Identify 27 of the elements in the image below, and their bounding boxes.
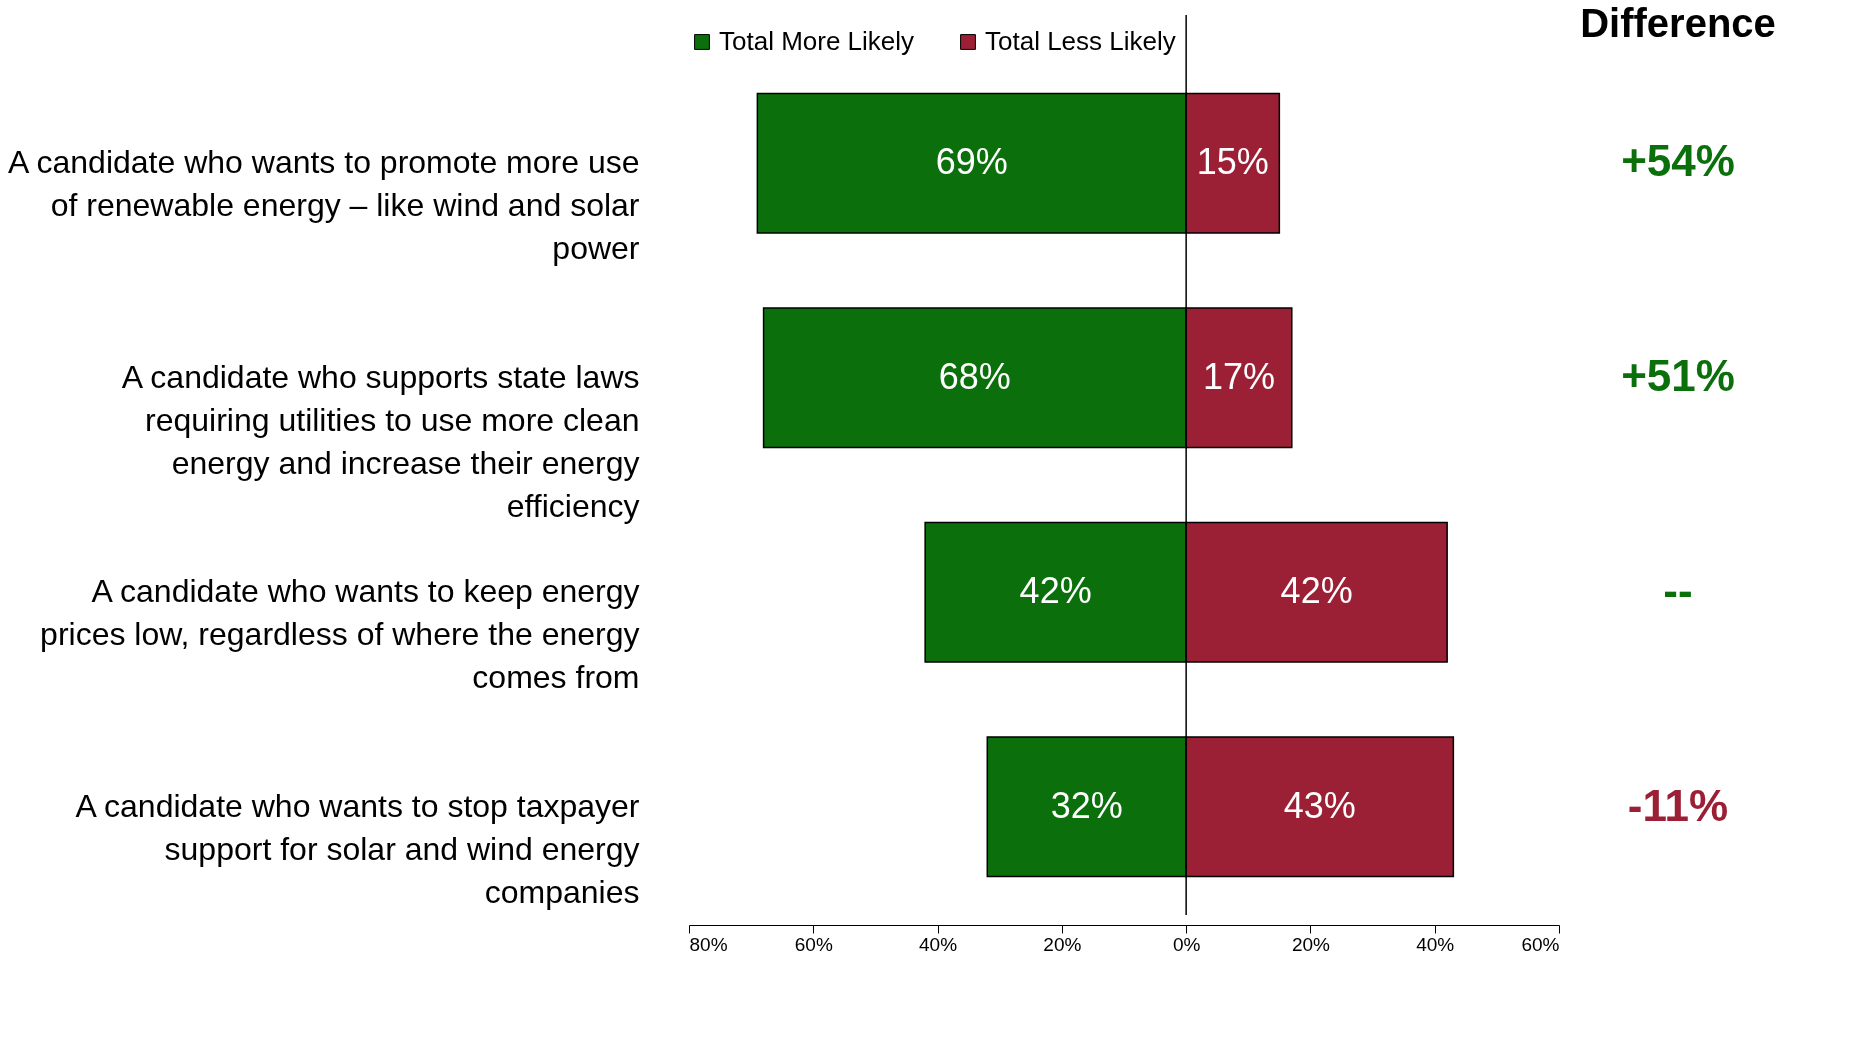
y-tick-label: A candidate who wants to keep energy prices low, regardless of where the energy comes from [40, 573, 640, 696]
data-label: 32% [1050, 784, 1123, 826]
text: Difference [1580, 1, 1776, 45]
text: -11% [1627, 780, 1729, 830]
y-tick-label: A candidate who wants to promote more use of renewable energy – like wind and solar power [8, 144, 640, 267]
y-tick-label: A candidate who supports state laws requiring utilities to use more clean energy and increase their energy efficiency [121, 358, 640, 524]
data-label: 42% [1019, 570, 1092, 612]
text: -- [1663, 565, 1693, 615]
legend-label: Total More Likely [719, 26, 915, 56]
x-tick-label: 40% [919, 933, 958, 955]
y-tick-label: A candidate who wants to stop taxpayer support for solar and wind energy companies [75, 787, 640, 910]
x-tick-label: 60% [794, 933, 833, 955]
data-label: 43% [1283, 784, 1356, 826]
text: +54% [1621, 135, 1735, 185]
x-tick-label: 80% [689, 933, 728, 955]
data-label: 42% [1280, 570, 1353, 612]
data-label: 17% [1202, 355, 1275, 397]
x-tick-label: 40% [1416, 933, 1455, 955]
data-label: 15% [1196, 141, 1269, 183]
data-label: 68% [938, 355, 1011, 397]
data-label: 69% [935, 141, 1008, 183]
x-tick-label: 20% [1043, 933, 1082, 955]
x-tick-label: 60% [1521, 933, 1560, 955]
text: +51% [1621, 350, 1735, 400]
x-tick-label: 20% [1291, 933, 1331, 955]
legend-label: Total Less Likely [985, 26, 1176, 56]
x-tick-label: 0% [1172, 933, 1201, 955]
